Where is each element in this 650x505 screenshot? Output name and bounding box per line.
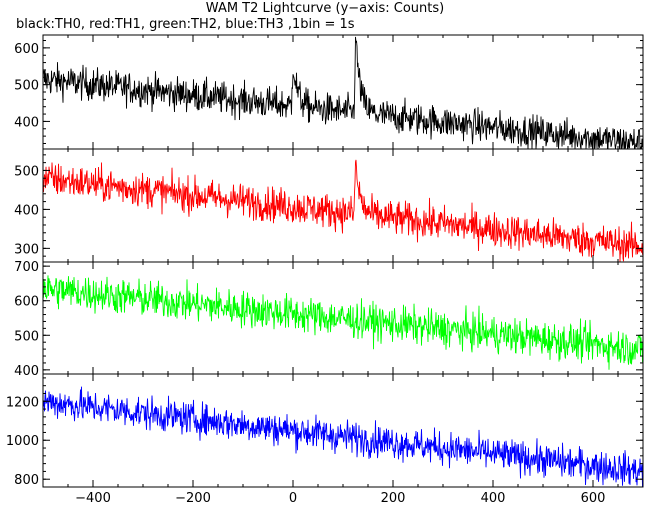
y-tick-label: 1200: [6, 395, 39, 410]
series-line-th3: [42, 386, 644, 487]
series-line-th1: [42, 159, 644, 262]
y-tick-label: 300: [14, 242, 39, 257]
x-tick-label: 400: [481, 491, 506, 505]
x-tick-label: −200: [175, 491, 211, 505]
y-tick-label: 500: [14, 164, 39, 179]
y-tick-label: 600: [14, 42, 39, 57]
y-tick-label: 400: [14, 115, 39, 130]
chart-subtitle: black:TH0, red:TH1, green:TH2, blue:TH3 …: [16, 17, 355, 32]
chart-title: WAM T2 Lightcurve (y−axis: Counts): [205, 1, 445, 16]
series-line-th0: [42, 36, 644, 149]
x-tick-label: 0: [289, 491, 297, 505]
y-tick-label: 1000: [6, 434, 39, 449]
panel-frame-th3: [42, 373, 644, 488]
x-tick-label: 600: [581, 491, 606, 505]
x-tick-label: −400: [75, 491, 111, 505]
x-tick-label: 200: [381, 491, 406, 505]
y-tick-label: 600: [14, 295, 39, 310]
y-tick-label: 800: [14, 473, 39, 488]
series-line-th2: [42, 275, 644, 370]
y-tick-label: 400: [14, 364, 39, 379]
panel-frame-th2: [42, 261, 644, 375]
y-tick-label: 500: [14, 79, 39, 94]
y-tick-label: 700: [14, 260, 39, 275]
y-tick-label: 400: [14, 203, 39, 218]
y-tick-label: 500: [14, 329, 39, 344]
